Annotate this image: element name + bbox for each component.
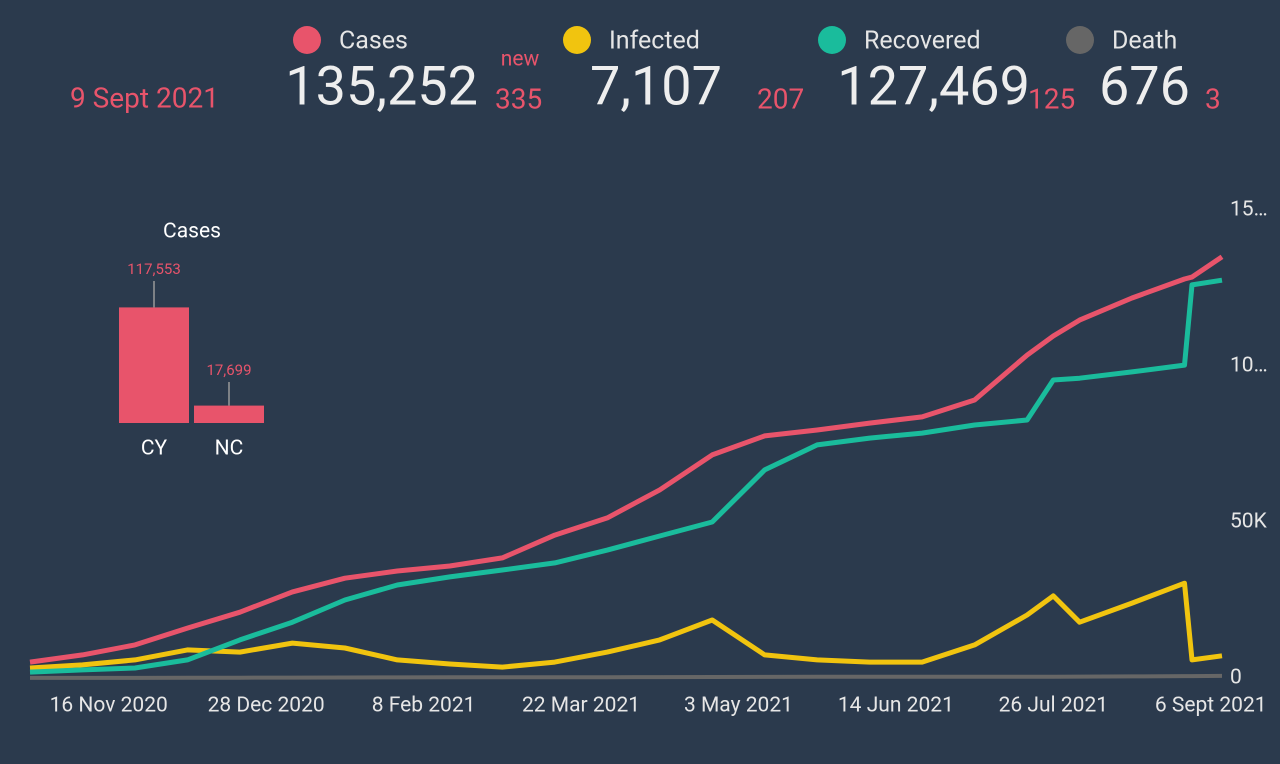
new-label: new: [501, 48, 540, 72]
new-count: 125: [1028, 82, 1075, 115]
legend-label: Recovered: [864, 27, 981, 56]
bar-title: Cases: [163, 220, 221, 244]
date: 9 Sept 2021: [70, 81, 219, 114]
x-tick-label: 14 Jun 2021: [838, 694, 954, 718]
x-tick-label: 3 May 2021: [684, 694, 793, 718]
category-label: NC: [215, 437, 244, 461]
legend-label: Cases: [339, 27, 408, 56]
series-line: [29, 580, 1223, 671]
bar: [194, 405, 264, 423]
new-count: 335: [495, 82, 542, 115]
legend-label: Infected: [609, 27, 700, 56]
total: 135,252: [285, 55, 478, 118]
series-line: [29, 277, 1223, 675]
x-tick-label: 16 Nov 2020: [50, 694, 168, 718]
legend-dot: [1066, 26, 1094, 54]
legend-dot: [818, 26, 846, 54]
y-tick-label: 10…: [1230, 354, 1268, 378]
x-tick-label: 8 Feb 2021: [372, 694, 476, 718]
x-tick-label: 26 Jul 2021: [999, 694, 1109, 718]
series-line: [29, 254, 1224, 665]
series-line: [30, 673, 1223, 680]
bar: [119, 307, 189, 423]
x-tick-label: 22 Mar 2021: [522, 694, 640, 718]
total: 127,469: [837, 55, 1030, 118]
y-tick-label: 0: [1230, 666, 1242, 690]
category-label: CY: [141, 437, 168, 461]
x-tick-label: 28 Dec 2020: [208, 694, 325, 718]
y-tick-label: 15…: [1230, 198, 1268, 222]
legend-label: Death: [1112, 27, 1177, 56]
total: 676: [1099, 55, 1190, 118]
new-count: 207: [757, 82, 804, 115]
value-label: 17,699: [206, 361, 251, 379]
total: 7,107: [590, 55, 722, 118]
y-tick-label: 50K: [1230, 510, 1268, 534]
legend-dot: [293, 26, 321, 54]
x-tick-label: 6 Sept 2021: [1155, 694, 1267, 718]
new-count: 3: [1205, 82, 1221, 115]
legend-dot: [563, 26, 591, 54]
value-label: 117,553: [127, 260, 181, 278]
